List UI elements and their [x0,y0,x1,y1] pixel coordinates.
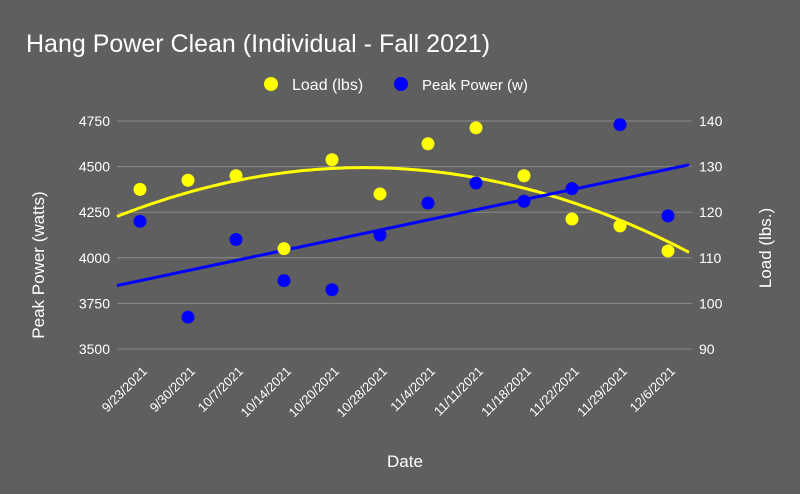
data-point-peak-power [469,176,483,190]
y-tick-left: 4750 [79,113,110,129]
data-point-load [133,182,147,196]
y-tick-left: 4250 [79,204,110,220]
data-point-peak-power [133,214,147,228]
data-point-peak-power [181,310,195,324]
data-point-peak-power [421,196,435,210]
data-point-load [229,169,243,183]
y-tick-left: 3500 [79,341,110,357]
chart-title: Hang Power Clean (Individual - Fall 2021… [26,30,490,58]
data-point-peak-power [325,283,339,297]
legend-item-load[interactable]: Load (lbs) [264,77,363,94]
data-point-load [613,219,627,233]
data-point-load [181,173,195,187]
data-point-peak-power [565,181,579,195]
legend-label-peak-power: Peak Power (w) [422,77,528,94]
data-point-load [517,169,531,183]
data-point-load [421,137,435,151]
y-tick-right: 90 [699,341,715,357]
legend-label-load: Load (lbs) [292,77,363,94]
data-point-load [325,153,339,167]
data-points [133,118,675,324]
data-point-load [565,212,579,226]
y-tick-right: 100 [699,295,723,311]
data-point-peak-power [277,274,291,288]
legend-marker-peak-power [394,77,408,91]
trendlines [116,163,690,288]
trendline-load [116,166,690,254]
right-axis-ticks: 90 100 110 120 130 140 [699,113,723,357]
y-tick-right: 110 [699,250,722,266]
y-axis-label-left: Peak Power (watts) [29,191,48,338]
data-point-peak-power [517,194,531,208]
y-tick-left: 4500 [79,159,110,175]
y-tick-right: 130 [699,159,723,175]
data-point-load [469,121,483,135]
data-point-peak-power [229,233,243,247]
data-point-load [373,187,387,201]
data-point-load [277,242,291,256]
y-tick-right: 120 [699,204,723,220]
y-tick-right: 140 [699,113,723,129]
data-point-peak-power [373,228,387,242]
left-axis-ticks: 3500 3750 4000 4250 4500 4750 [79,113,110,357]
y-tick-left: 4000 [79,250,110,266]
y-axis-label-right: Load (lbs.) [756,208,775,288]
data-point-peak-power [613,118,627,132]
legend[interactable]: Load (lbs) Peak Power (w) [264,77,528,94]
data-point-load [661,244,675,258]
trendline-peak-power [116,163,690,288]
x-axis-label: Date [387,452,423,471]
y-tick-left: 3750 [79,295,110,311]
legend-item-peak-power[interactable]: Peak Power (w) [394,77,528,94]
legend-marker-load [264,77,278,91]
data-point-peak-power [661,209,675,223]
